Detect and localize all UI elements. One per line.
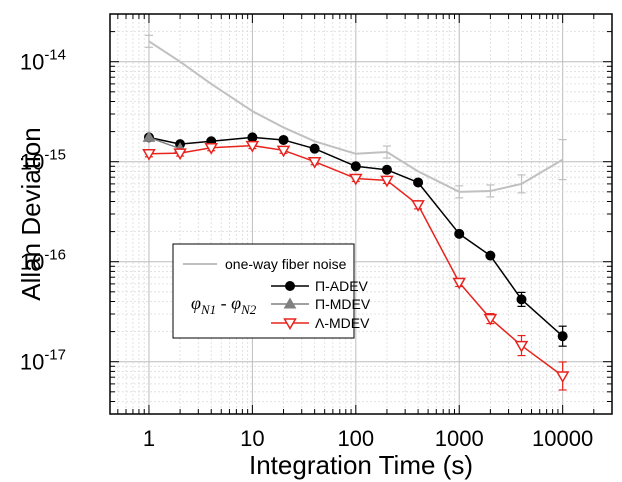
formula-part: φ: [231, 293, 241, 313]
data-point: [516, 294, 527, 305]
data-point: [380, 175, 394, 188]
legend-formula: φN1 - φN2: [191, 293, 257, 317]
data-point: [247, 132, 258, 143]
legend-item: Π-MDEV: [271, 296, 371, 312]
legend-box: [172, 243, 355, 339]
y-tick-exponent: -16: [44, 247, 66, 264]
y-tick-base: 10: [20, 250, 44, 275]
y-tick-base: 10: [20, 150, 44, 175]
y-tick-exponent: -14: [44, 47, 66, 64]
legend-item: Π-ADEV: [271, 278, 369, 294]
data-point: [309, 143, 320, 154]
x-tick-label: 1: [143, 426, 155, 451]
x-tick-labels: 1 10 100 1000 10000: [143, 426, 593, 451]
data-point: [349, 173, 363, 186]
data-point: [142, 149, 156, 161]
data-point: [485, 250, 496, 261]
data-point: [381, 164, 392, 175]
data-point: [411, 200, 425, 212]
data-point: [557, 331, 568, 342]
y-tick-exponent: -17: [44, 347, 66, 364]
y-tick-base: 10: [20, 350, 44, 375]
legend-swatch-marker: [283, 297, 297, 309]
formula-part: N1: [200, 302, 216, 317]
formula-part: N2: [240, 302, 257, 317]
tick-marks: [110, 13, 613, 415]
data-point: [514, 340, 529, 353]
data-point: [204, 142, 219, 155]
legend-swatch-marker: [285, 281, 295, 291]
grid-lines: [110, 13, 613, 415]
y-tick-label: 10-15: [20, 147, 66, 175]
data-point: [142, 130, 156, 142]
series-0: [144, 34, 567, 199]
x-axis-label: Integration Time (s): [249, 450, 473, 480]
x-tick-label: 10000: [532, 426, 593, 451]
x-tick-label: 1000: [435, 426, 484, 451]
y-tick-label: 10-17: [20, 347, 66, 375]
data-point: [307, 156, 322, 169]
series-1: [143, 132, 568, 347]
legend-swatch-marker: [283, 318, 297, 330]
y-tick-exponent: -15: [44, 147, 66, 164]
formula-part: φ: [191, 293, 201, 313]
series-layer: [142, 34, 570, 391]
series-3: [142, 140, 570, 391]
data-point: [276, 145, 291, 158]
y-tick-label: 10-16: [20, 247, 66, 275]
data-point: [278, 134, 289, 145]
data-point: [555, 371, 570, 383]
legend-label: one-way fiber noise: [225, 256, 347, 272]
legend-label: Λ-MDEV: [315, 315, 370, 331]
data-point: [454, 228, 465, 239]
legend-item: one-way fiber noise: [183, 256, 347, 272]
data-point: [413, 177, 424, 188]
data-point: [245, 140, 260, 153]
legend-label: Π-MDEV: [315, 296, 371, 312]
legend: one-way fiber noiseΠ-ADEVΠ-MDEVΛ-MDEVφN1…: [172, 243, 371, 339]
data-point: [452, 277, 467, 290]
data-point: [173, 148, 187, 161]
data-point: [483, 313, 498, 326]
formula-part: -: [216, 293, 231, 313]
legend-item: Λ-MDEV: [271, 315, 370, 331]
y-axis-label: Allan Deviation: [16, 127, 46, 300]
data-point: [350, 161, 361, 172]
x-tick-label: 100: [337, 426, 374, 451]
plot-frame: [109, 13, 613, 415]
y-tick-base: 10: [20, 50, 44, 75]
legend-label: Π-ADEV: [315, 278, 369, 294]
y-tick-label: 10-14: [20, 47, 66, 75]
x-tick-label: 10: [240, 426, 264, 451]
series-line: [148, 136, 181, 150]
